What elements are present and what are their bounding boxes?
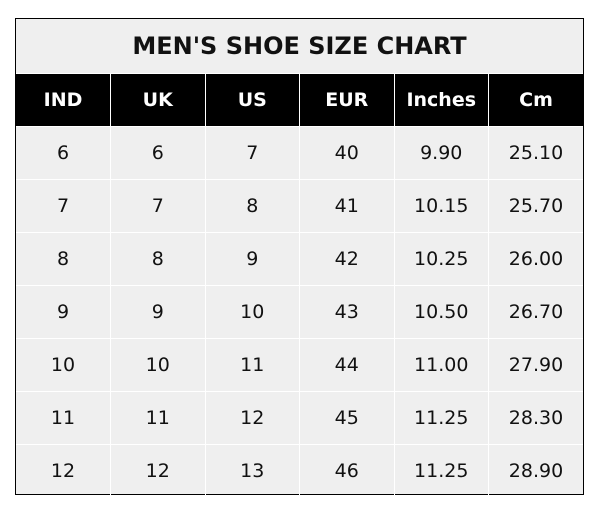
cell-ind: 8	[16, 232, 111, 286]
column-header-uk: UK	[110, 74, 205, 127]
cell-inches: 10.15	[393, 179, 489, 233]
cell-inches: 11.25	[393, 391, 489, 445]
size-chart: MEN'S SHOE SIZE CHART IND UK US EUR Inches Cm…	[15, 18, 584, 497]
chart-title: MEN'S SHOE SIZE CHART	[16, 19, 583, 74]
cell-inches: 10.25	[393, 232, 489, 286]
cell-us: 10	[204, 285, 300, 339]
table-row: 7 7 8 41 10.15 25.70	[16, 179, 583, 233]
table-row: 6 6 7 40 9.90 25.10	[16, 126, 583, 180]
cell-cm: 25.70	[488, 179, 583, 233]
cell-eur: 45	[299, 391, 394, 445]
cell-us: 12	[204, 391, 300, 445]
table-row: 8 8 9 42 10.25 26.00	[16, 232, 583, 286]
cell-inches: 11.25	[393, 444, 489, 497]
header-row: IND UK US EUR Inches Cm	[16, 74, 583, 127]
column-header-inches: Inches	[393, 74, 489, 127]
cell-inches: 10.50	[393, 285, 489, 339]
cell-ind: 12	[16, 444, 111, 497]
cell-eur: 46	[299, 444, 394, 497]
cell-uk: 12	[110, 444, 205, 497]
cell-inches: 11.00	[393, 338, 489, 392]
size-table: IND UK US EUR Inches Cm 6 6 7 40 9.90 25.10 7 7 8 41 10…	[16, 74, 583, 497]
cell-uk: 9	[110, 285, 205, 339]
cell-us: 8	[204, 179, 300, 233]
cell-cm: 27.90	[488, 338, 583, 392]
cell-cm: 26.70	[488, 285, 583, 339]
column-header-us: US	[204, 74, 300, 127]
cell-cm: 28.30	[488, 391, 583, 445]
cell-eur: 41	[299, 179, 394, 233]
cell-cm: 25.10	[488, 126, 583, 180]
cell-ind: 9	[16, 285, 111, 339]
cell-ind: 10	[16, 338, 111, 392]
table-row: 11 11 12 45 11.25 28.30	[16, 391, 583, 445]
cell-eur: 44	[299, 338, 394, 392]
cell-inches: 9.90	[393, 126, 489, 180]
cell-uk: 8	[110, 232, 205, 286]
table-row: 10 10 11 44 11.00 27.90	[16, 338, 583, 392]
cell-uk: 10	[110, 338, 205, 392]
cell-us: 11	[204, 338, 300, 392]
cell-eur: 40	[299, 126, 394, 180]
cell-eur: 42	[299, 232, 394, 286]
cell-ind: 6	[16, 126, 111, 180]
cell-cm: 28.90	[488, 444, 583, 497]
column-header-cm: Cm	[488, 74, 583, 127]
column-header-ind: IND	[16, 74, 111, 127]
column-header-eur: EUR	[299, 74, 394, 127]
cell-us: 13	[204, 444, 300, 497]
table-row: 12 12 13 46 11.25 28.90	[16, 444, 583, 497]
cell-us: 9	[204, 232, 300, 286]
cell-uk: 11	[110, 391, 205, 445]
cell-ind: 7	[16, 179, 111, 233]
cell-uk: 6	[110, 126, 205, 180]
cell-us: 7	[204, 126, 300, 180]
table-row: 9 9 10 43 10.50 26.70	[16, 285, 583, 339]
cell-uk: 7	[110, 179, 205, 233]
cell-eur: 43	[299, 285, 394, 339]
cell-ind: 11	[16, 391, 111, 445]
cell-cm: 26.00	[488, 232, 583, 286]
